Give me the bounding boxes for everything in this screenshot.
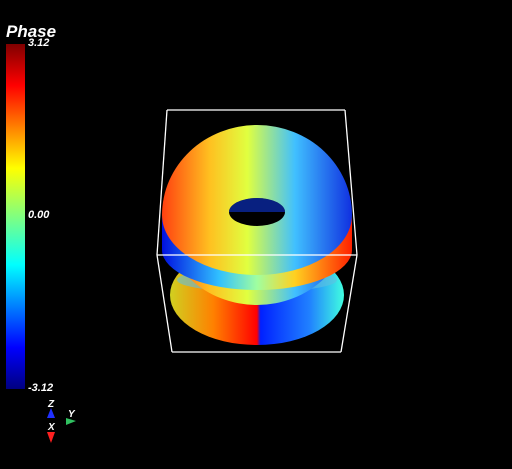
colorbar-title: Phase	[6, 22, 56, 41]
torus	[162, 125, 352, 345]
colorbar-min: -3.12	[28, 382, 53, 394]
axis-x-label: X	[47, 422, 56, 433]
bounding-box	[156, 109, 358, 353]
axis-y-label: Y	[68, 409, 76, 420]
axis-z-label: Z	[47, 399, 55, 410]
colorbar	[6, 44, 25, 389]
colorbar-max: 3.12	[28, 37, 49, 49]
axes-widget: Z Y X	[47, 399, 76, 443]
colorbar-mid: 0.00	[28, 209, 50, 221]
